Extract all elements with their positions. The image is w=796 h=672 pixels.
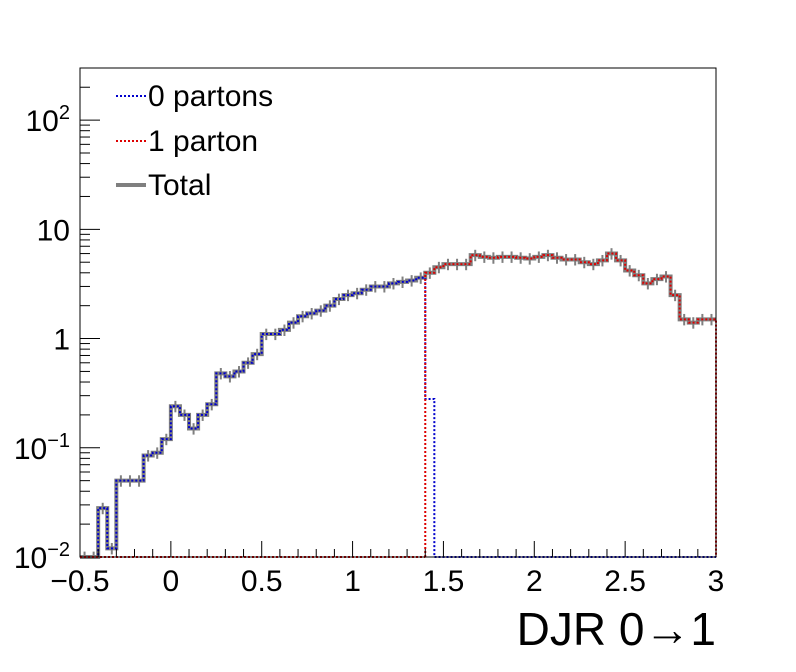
x-tick-label: 2.5 (604, 565, 646, 598)
y-tick-label: 10−1 (14, 430, 70, 466)
y-tick-label: 10−2 (14, 539, 70, 575)
legend: 0 partons 1 parton Total (116, 80, 273, 202)
x-axis: −0.5 0 0.5 1 1.5 2 2.5 3 (50, 541, 724, 598)
legend-label-0-partons: 0 partons (148, 80, 273, 113)
y-tick-label: 10 (37, 214, 70, 247)
y-tick-label: 1 (53, 324, 70, 357)
series-layer (80, 248, 717, 559)
x-tick-label: 3 (708, 565, 725, 598)
x-tick-label: 1.5 (423, 565, 465, 598)
x-tick-label: 0 (163, 565, 180, 598)
series-line (424, 252, 717, 557)
legend-label-1-parton: 1 parton (148, 125, 258, 158)
x-axis-title: DJR 0→1 (517, 603, 716, 655)
y-axis: 10−2 10−1 1 10 102 (14, 67, 100, 575)
x-tick-label: 0.5 (241, 565, 283, 598)
x-tick-label: −0.5 (50, 565, 109, 598)
legend-label-total: Total (148, 169, 211, 202)
plot-frame (79, 67, 717, 558)
y-tick-label: 102 (26, 102, 71, 138)
series-total (80, 248, 716, 559)
x-tick-label: 2 (526, 565, 543, 598)
x-tick-label: 1 (344, 565, 361, 598)
series-0-partons (80, 276, 716, 558)
series-line (80, 276, 716, 558)
